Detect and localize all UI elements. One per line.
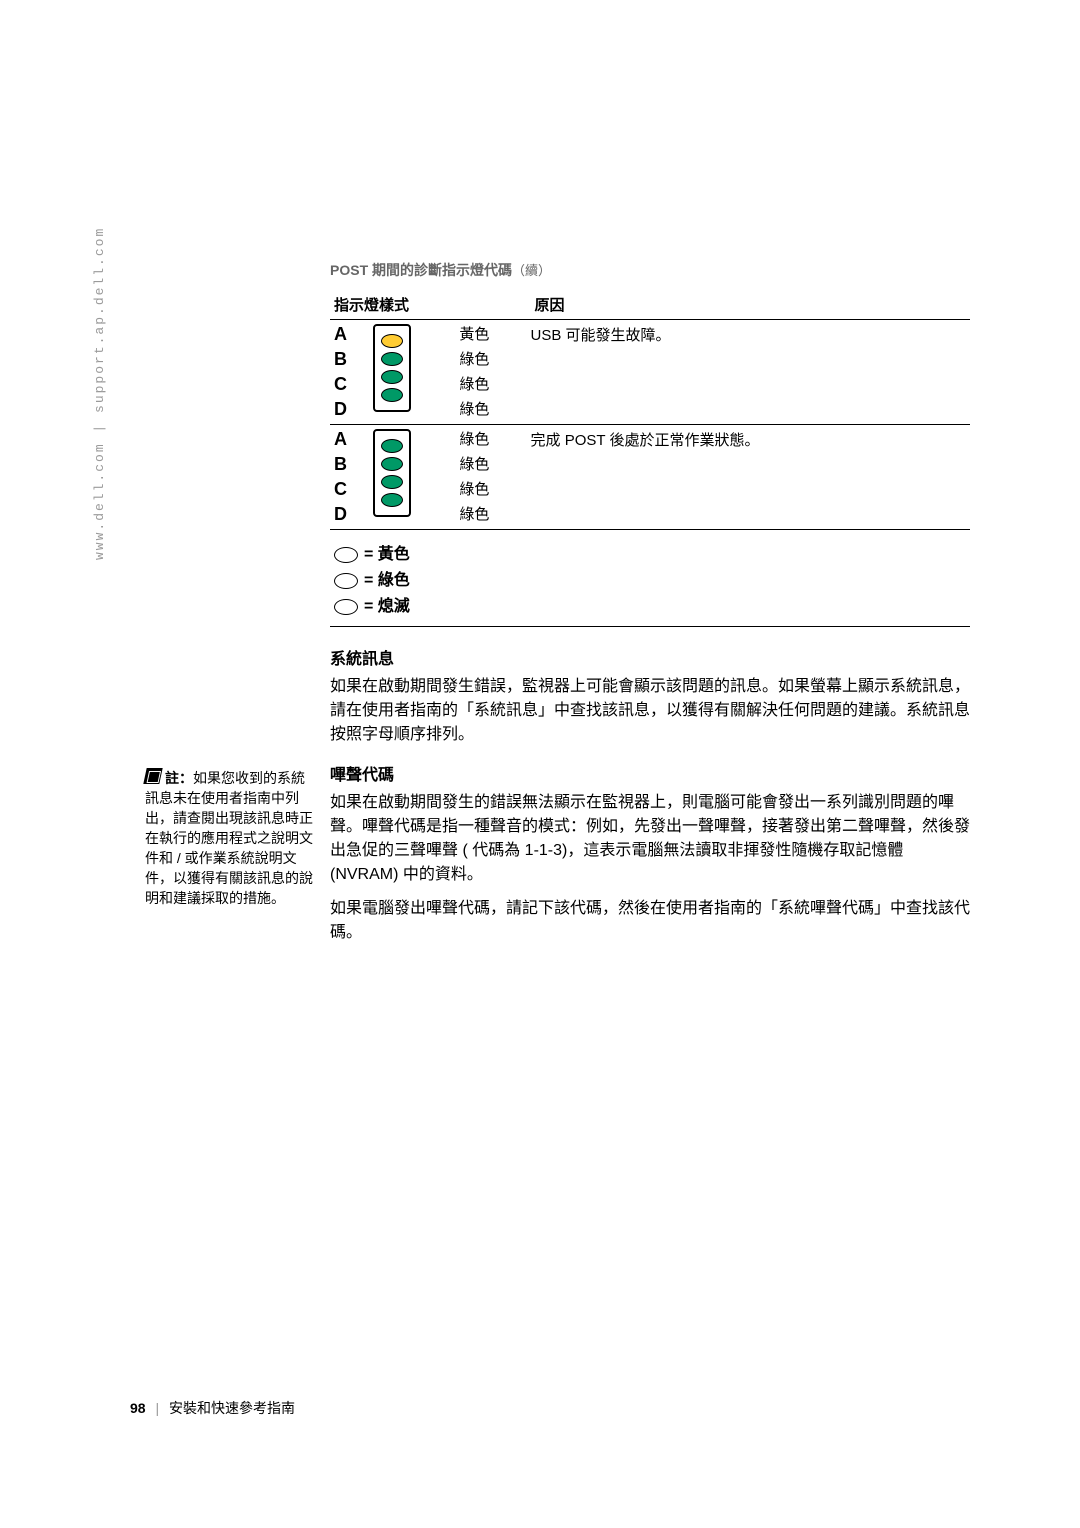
- header-pattern: 指示燈樣式: [330, 290, 527, 320]
- header-cause: 原因: [527, 290, 970, 320]
- table-caption: POST 期間的診斷指示燈代碼（續）: [330, 260, 970, 280]
- caption-continued: （續）: [512, 263, 551, 278]
- note-label: 註：: [165, 770, 193, 786]
- led-label: C: [334, 372, 365, 397]
- led-label: B: [334, 347, 365, 372]
- cause-cell: 完成 POST 後處於正常作業狀態。: [527, 425, 970, 530]
- legend-row: = 綠色: [334, 566, 966, 590]
- main-content: POST 期間的診斷指示燈代碼（續） 指示燈樣式 原因 ABCD黃色綠色綠色綠色…: [330, 260, 970, 955]
- led-panel: [373, 324, 411, 412]
- led-indicator-icon: [381, 352, 403, 366]
- footer-divider: |: [155, 1400, 159, 1416]
- legend-row: = 熄滅: [334, 592, 966, 616]
- footer-title: 安裝和快速參考指南: [169, 1400, 295, 1416]
- led-label: D: [334, 502, 365, 527]
- led-label: A: [334, 427, 365, 452]
- legend-icon: [334, 573, 358, 589]
- side-note: 註：如果您收到的系統訊息未在使用者指南中列出，請查閱出現該訊息時正在執行的應用程…: [145, 768, 315, 908]
- led-panel: [373, 429, 411, 517]
- diagnostic-table: 指示燈樣式 原因 ABCD黃色綠色綠色綠色USB 可能發生故障。ABCD綠色綠色…: [330, 290, 970, 627]
- row-labels: ABCD: [330, 425, 369, 530]
- system-message-heading: 系統訊息: [330, 645, 970, 669]
- side-url: www.dell.com | support.ap.dell.com: [92, 227, 107, 560]
- led-indicator-icon: [381, 334, 403, 348]
- note-text: 如果您收到的系統訊息未在使用者指南中列出，請查閱出現該訊息時正在執行的應用程式之…: [145, 770, 313, 906]
- led-indicator-icon: [381, 457, 403, 471]
- legend-text: = 綠色: [364, 572, 410, 589]
- color-names: 綠色綠色綠色綠色: [455, 425, 526, 530]
- led-indicator-icon: [381, 388, 403, 402]
- led-label: A: [334, 322, 365, 347]
- system-message-para: 如果在啟動期間發生錯誤，監視器上可能會顯示該問題的訊息。如果螢幕上顯示系統訊息，…: [330, 675, 970, 747]
- led-indicator-icon: [381, 439, 403, 453]
- legend: = 黃色 = 綠色 = 熄滅: [330, 530, 970, 627]
- led-stack-cell: [369, 425, 455, 530]
- page-footer: 98 | 安裝和快速參考指南: [130, 1398, 295, 1418]
- legend-text: = 熄滅: [364, 598, 410, 615]
- legend-text: = 黃色: [364, 546, 410, 563]
- led-stack-cell: [369, 320, 455, 425]
- note-icon: [143, 768, 162, 784]
- color-name: 綠色: [459, 372, 522, 397]
- page-number: 98: [130, 1400, 146, 1416]
- legend-icon: [334, 599, 358, 615]
- beep-code-heading: 嗶聲代碼: [330, 761, 970, 785]
- color-name: 綠色: [459, 427, 522, 452]
- color-name: 綠色: [459, 502, 522, 527]
- color-name: 綠色: [459, 397, 522, 422]
- legend-icon: [334, 547, 358, 563]
- color-name: 綠色: [459, 347, 522, 372]
- led-indicator-icon: [381, 370, 403, 384]
- caption-main: POST 期間的診斷指示燈代碼: [330, 262, 512, 278]
- beep-code-para2: 如果電腦發出嗶聲代碼，請記下該代碼，然後在使用者指南的「系統嗶聲代碼」中查找該代…: [330, 897, 970, 945]
- color-name: 綠色: [459, 477, 522, 502]
- color-name: 黃色: [459, 322, 522, 347]
- color-names: 黃色綠色綠色綠色: [455, 320, 526, 425]
- cause-cell: USB 可能發生故障。: [527, 320, 970, 425]
- led-label: B: [334, 452, 365, 477]
- color-name: 綠色: [459, 452, 522, 477]
- legend-row: = 黃色: [334, 540, 966, 564]
- row-labels: ABCD: [330, 320, 369, 425]
- beep-code-para1: 如果在啟動期間發生的錯誤無法顯示在監視器上，則電腦可能會發出一系列識別問題的嗶聲…: [330, 791, 970, 887]
- led-indicator-icon: [381, 493, 403, 507]
- led-label: C: [334, 477, 365, 502]
- led-indicator-icon: [381, 475, 403, 489]
- led-label: D: [334, 397, 365, 422]
